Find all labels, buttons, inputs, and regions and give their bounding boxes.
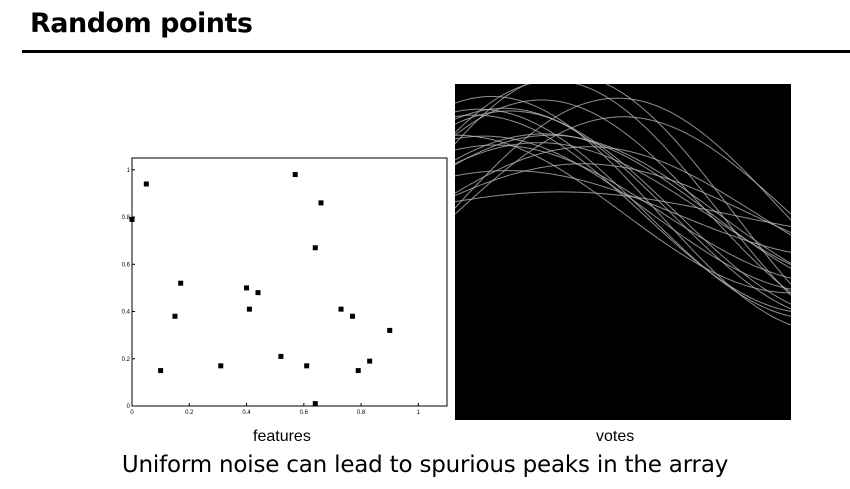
- feature-point: [312, 245, 318, 251]
- x-tick-label: 1: [417, 410, 421, 416]
- accumulator-image-svg: [454, 73, 792, 420]
- x-tick-label: 0: [130, 410, 134, 416]
- feature-point: [355, 368, 361, 374]
- vote-curve: [454, 73, 792, 285]
- vote-curve: [454, 110, 792, 305]
- vote-curve: [454, 108, 792, 317]
- vote-curve: [455, 134, 792, 294]
- vote-curve: [454, 114, 792, 312]
- slide-title: Random points: [30, 8, 253, 39]
- plot-frame: [131, 157, 448, 407]
- feature-point: [292, 172, 298, 178]
- feature-point: [387, 327, 393, 333]
- y-tick-label: 0.6: [122, 262, 131, 268]
- x-tick-label: 0.6: [300, 410, 309, 416]
- title-divider: [22, 50, 850, 53]
- feature-point: [158, 368, 164, 374]
- feature-point: [338, 306, 344, 312]
- feature-point: [244, 285, 250, 291]
- feature-point: [218, 363, 224, 369]
- y-tick-label: 0.8: [122, 215, 131, 221]
- x-tick-label: 0.2: [185, 410, 194, 416]
- y-tick-label: 0: [127, 404, 131, 410]
- slide-caption: Uniform noise can lead to spurious peaks…: [121, 452, 729, 478]
- feature-point: [246, 306, 252, 312]
- vote-curve: [454, 146, 792, 236]
- votes-accumulator-array: [454, 73, 792, 420]
- vote-curve: [454, 107, 792, 310]
- vote-curve: [454, 135, 792, 290]
- feature-point: [312, 401, 318, 407]
- vote-curve: [454, 116, 792, 215]
- vote-curve: [454, 133, 792, 269]
- feature-point: [143, 181, 149, 187]
- feature-point: [255, 290, 261, 296]
- features-scatter-plot: 0 0.2 0.4 0.6 0.8 1 0 0.2 0.4 0.6 0.8 1: [110, 150, 455, 425]
- y-tick-label: 1: [127, 168, 131, 174]
- y-tick-label: 0.4: [122, 310, 131, 316]
- y-tick-label: 0.2: [122, 357, 131, 363]
- scatter-chart-svg: 0 0.2 0.4 0.6 0.8 1 0 0.2 0.4 0.6 0.8 1: [122, 157, 448, 416]
- feature-point: [350, 313, 355, 319]
- accumulator-background: [455, 84, 791, 420]
- feature-point: [172, 313, 178, 319]
- feature-point: [178, 280, 184, 286]
- vote-curve: [454, 134, 792, 264]
- x-tick-label: 0.8: [357, 410, 366, 416]
- x-tick-label: 0.4: [242, 410, 251, 416]
- feature-point: [304, 363, 310, 369]
- vote-curve: [454, 97, 792, 221]
- features-label: features: [253, 428, 311, 445]
- vote-curve: [454, 99, 792, 294]
- feature-point: [278, 353, 284, 359]
- votes-label: votes: [596, 428, 635, 445]
- feature-point: [318, 200, 324, 206]
- feature-point: [129, 216, 135, 222]
- feature-point: [367, 358, 373, 364]
